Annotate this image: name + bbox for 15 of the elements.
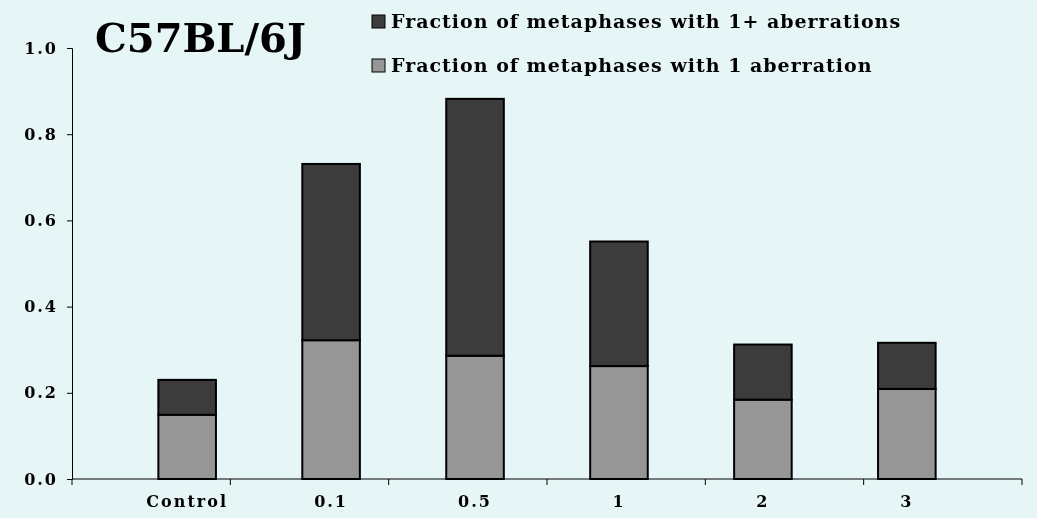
y-tick-label: 0.0 — [24, 469, 58, 489]
legend-label: Fraction of metaphases with 1+ aberrations — [391, 10, 902, 32]
y-tick-label: 0.8 — [24, 124, 58, 144]
x-tick-label: 1 — [612, 492, 626, 511]
x-tick-label: 0.1 — [314, 492, 349, 511]
y-tick-label: 0.2 — [24, 383, 58, 403]
y-tick-label: 0.6 — [24, 211, 58, 231]
x-tick-label: 0.5 — [458, 492, 492, 511]
x-tick-label: 3 — [900, 492, 914, 511]
y-tick-label: 0.4 — [24, 297, 58, 317]
legend-label: Fraction of metaphases with 1 aberration — [391, 54, 873, 76]
y-tick-label: 1.0 — [24, 38, 58, 58]
chart-title: C57BL/6J — [95, 14, 306, 61]
x-tick-label: 2 — [756, 492, 770, 511]
x-tick-label: Control — [146, 492, 228, 511]
